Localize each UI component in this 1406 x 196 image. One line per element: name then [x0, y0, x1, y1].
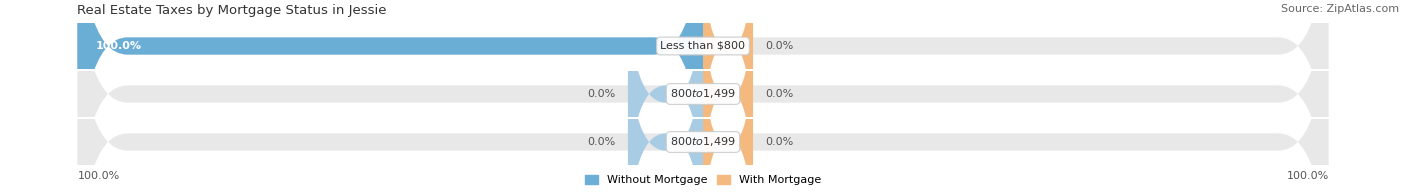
FancyBboxPatch shape — [703, 0, 754, 196]
FancyBboxPatch shape — [703, 0, 754, 152]
FancyBboxPatch shape — [77, 0, 1329, 196]
FancyBboxPatch shape — [77, 0, 1329, 196]
Text: $800 to $1,499: $800 to $1,499 — [671, 135, 735, 149]
FancyBboxPatch shape — [77, 0, 703, 196]
Text: Real Estate Taxes by Mortgage Status in Jessie: Real Estate Taxes by Mortgage Status in … — [77, 4, 387, 17]
FancyBboxPatch shape — [703, 36, 754, 196]
Text: 0.0%: 0.0% — [588, 89, 616, 99]
Text: $800 to $1,499: $800 to $1,499 — [671, 87, 735, 101]
FancyBboxPatch shape — [628, 0, 703, 196]
Text: 0.0%: 0.0% — [765, 41, 794, 51]
Text: 0.0%: 0.0% — [765, 89, 794, 99]
Text: 100.0%: 100.0% — [96, 41, 142, 51]
Text: 0.0%: 0.0% — [765, 137, 794, 147]
Text: 100.0%: 100.0% — [1286, 171, 1329, 181]
FancyBboxPatch shape — [628, 13, 703, 196]
Text: 100.0%: 100.0% — [77, 171, 120, 181]
Text: Less than $800: Less than $800 — [661, 41, 745, 51]
Text: 0.0%: 0.0% — [588, 137, 616, 147]
FancyBboxPatch shape — [77, 0, 1329, 196]
Legend: Without Mortgage, With Mortgage: Without Mortgage, With Mortgage — [581, 170, 825, 190]
Text: Source: ZipAtlas.com: Source: ZipAtlas.com — [1281, 4, 1399, 14]
